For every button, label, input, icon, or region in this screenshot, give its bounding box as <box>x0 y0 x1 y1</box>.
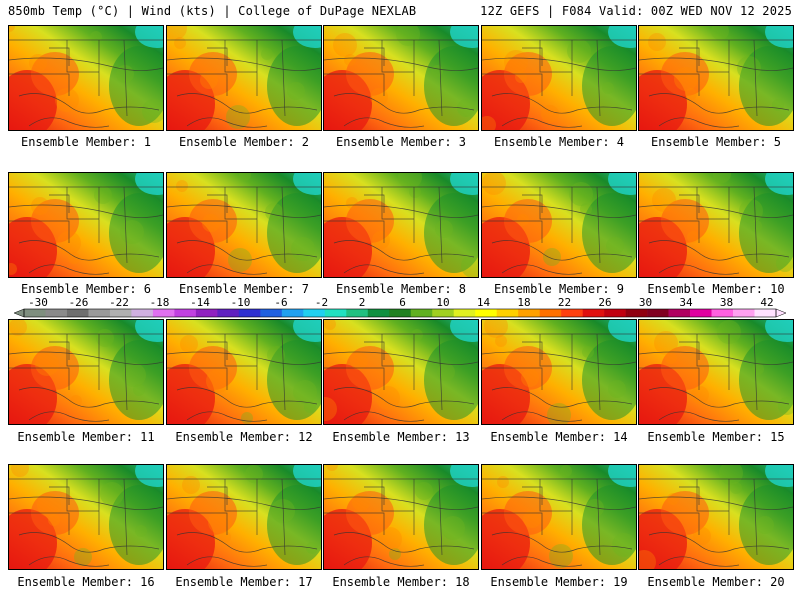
colorbar-tick-label: -10 <box>230 296 251 309</box>
ensemble-member-label: Ensemble Member: 15 <box>647 430 785 444</box>
ensemble-member-map-8 <box>323 172 479 278</box>
ensemble-member-map-18 <box>323 464 479 570</box>
ensemble-member-label: Ensemble Member: 5 <box>650 135 782 149</box>
colorbar-segment <box>109 309 132 317</box>
colorbar-segment <box>475 309 497 317</box>
ensemble-member-label: Ensemble Member: 17 <box>175 575 313 589</box>
colorbar-segment <box>668 309 691 317</box>
ensemble-member-map-2 <box>166 25 322 131</box>
colorbar-tick-label: 2 <box>358 296 366 309</box>
colorbar-tick-label: 6 <box>399 296 406 309</box>
colorbar-segment <box>496 309 519 317</box>
colorbar-segment <box>453 309 476 317</box>
ensemble-member-label: Ensemble Member: 3 <box>335 135 467 149</box>
colorbar-tick-label: 26 <box>598 296 612 309</box>
colorbar-segment <box>625 309 648 317</box>
colorbar-segment <box>88 309 111 317</box>
colorbar-segment <box>604 309 626 317</box>
colorbar-tick-label: -14 <box>190 296 210 309</box>
colorbar-tick-label: -2 <box>314 296 329 309</box>
colorbar-segment <box>410 309 433 317</box>
ensemble-member-label: Ensemble Member: 16 <box>17 575 155 589</box>
colorbar-segment <box>303 309 326 317</box>
colorbar-tick-label: -22 <box>109 296 129 309</box>
colorbar-tick-label: 22 <box>557 296 572 309</box>
colorbar-segment <box>733 309 755 317</box>
ensemble-member-label: Ensemble Member: 19 <box>490 575 628 589</box>
ensemble-member-map-6 <box>8 172 164 278</box>
ensemble-member-map-15 <box>638 319 794 425</box>
colorbar-segment <box>518 309 540 317</box>
colorbar-segment <box>281 309 304 317</box>
colorbar-segment <box>24 309 46 317</box>
colorbar-segment <box>561 309 583 317</box>
colorbar-tick-label: 14 <box>476 296 491 309</box>
ensemble-member-map-10 <box>638 172 794 278</box>
ensemble-member-map-20 <box>638 464 794 570</box>
ensemble-member-map-14 <box>481 319 637 425</box>
ensemble-member-label: Ensemble Member: 20 <box>647 575 785 589</box>
colorbar-tick-label: 42 <box>760 296 774 309</box>
ensemble-member-label: Ensemble Member: 10 <box>647 282 785 296</box>
colorbar-segment <box>367 309 390 317</box>
colorbar-segment <box>260 309 283 317</box>
ensemble-member-map-19 <box>481 464 637 570</box>
colorbar-segment <box>432 309 455 317</box>
ensemble-member-label: Ensemble Member: 7 <box>178 282 310 296</box>
ensemble-member-map-13 <box>323 319 479 425</box>
ensemble-member-label: Ensemble Member: 4 <box>493 135 625 149</box>
map-title: 850mb Temp (°C) | Wind (kts) | College o… <box>8 4 417 18</box>
colorbar-segment <box>131 309 154 317</box>
colorbar-segment <box>389 309 412 317</box>
ensemble-member-map-7 <box>166 172 322 278</box>
ensemble-member-label: Ensemble Member: 2 <box>178 135 310 149</box>
colorbar-segment <box>754 309 777 317</box>
colorbar-segment <box>582 309 605 317</box>
ensemble-member-map-5 <box>638 25 794 131</box>
colorbar-tick-label: 18 <box>517 296 531 309</box>
ensemble-member-map-1 <box>8 25 164 131</box>
colorbar-segment <box>711 309 734 317</box>
colorbar-tick-label: -6 <box>274 296 288 309</box>
colorbar-segment <box>152 309 175 317</box>
colorbar-segment <box>690 309 712 317</box>
ensemble-member-map-16 <box>8 464 164 570</box>
ensemble-member-label: Ensemble Member: 13 <box>332 430 470 444</box>
colorbar-segment <box>195 309 218 317</box>
colorbar-tick-label: 38 <box>719 296 734 309</box>
ensemble-member-map-9 <box>481 172 637 278</box>
colorbar-tick-label: 10 <box>436 296 450 309</box>
colorbar-segment <box>174 309 197 317</box>
colorbar-segment <box>238 309 261 317</box>
ensemble-member-label: Ensemble Member: 18 <box>332 575 470 589</box>
ensemble-member-label: Ensemble Member: 8 <box>335 282 467 296</box>
colorbar-tick-label: 30 <box>638 296 653 309</box>
ensemble-member-map-3 <box>323 25 479 131</box>
colorbar-segment <box>45 309 68 317</box>
colorbar-tick-label: 34 <box>679 296 693 309</box>
temperature-colorbar <box>14 308 786 318</box>
ensemble-member-map-4 <box>481 25 637 131</box>
colorbar-segment <box>217 309 240 317</box>
ensemble-member-label: Ensemble Member: 9 <box>493 282 625 296</box>
ensemble-member-label: Ensemble Member: 14 <box>490 430 628 444</box>
ensemble-member-label: Ensemble Member: 1 <box>20 135 152 149</box>
model-valid-time: 12Z GEFS | F084 Valid: 00Z WED NOV 12 20… <box>480 4 792 18</box>
colorbar-segment <box>324 309 347 317</box>
ensemble-member-map-12 <box>166 319 322 425</box>
colorbar-segment <box>66 309 89 317</box>
colorbar-tick-label: -18 <box>149 296 170 309</box>
colorbar-tick-label: -30 <box>28 296 48 309</box>
ensemble-member-label: Ensemble Member: 6 <box>20 282 152 296</box>
colorbar-segment <box>539 309 562 317</box>
colorbar-segment <box>346 309 369 317</box>
ensemble-member-map-17 <box>166 464 322 570</box>
colorbar-tick-label: -26 <box>68 296 89 309</box>
ensemble-member-label: Ensemble Member: 11 <box>17 430 155 444</box>
colorbar-segment <box>647 309 669 317</box>
ensemble-member-map-11 <box>8 319 164 425</box>
ensemble-member-label: Ensemble Member: 12 <box>175 430 313 444</box>
